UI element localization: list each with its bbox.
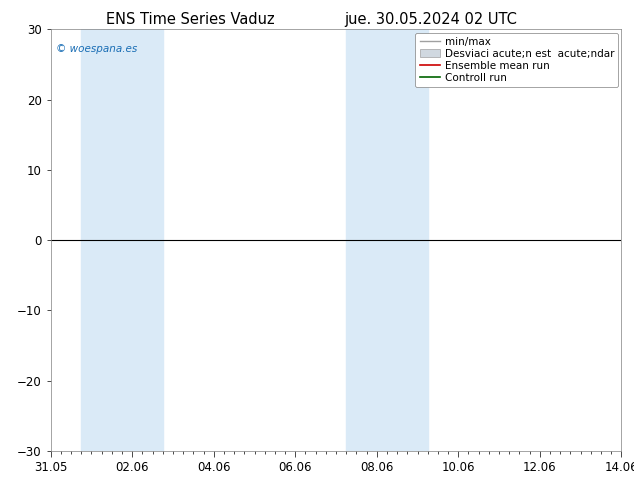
Bar <box>346 29 428 451</box>
Legend: min/max, Desviaci acute;n est  acute;ndar, Ensemble mean run, Controll run: min/max, Desviaci acute;n est acute;ndar… <box>415 32 618 87</box>
Bar <box>81 29 163 451</box>
Text: ENS Time Series Vaduz: ENS Time Series Vaduz <box>106 12 275 27</box>
Text: © woespana.es: © woespana.es <box>56 44 138 54</box>
Text: jue. 30.05.2024 02 UTC: jue. 30.05.2024 02 UTC <box>345 12 517 27</box>
